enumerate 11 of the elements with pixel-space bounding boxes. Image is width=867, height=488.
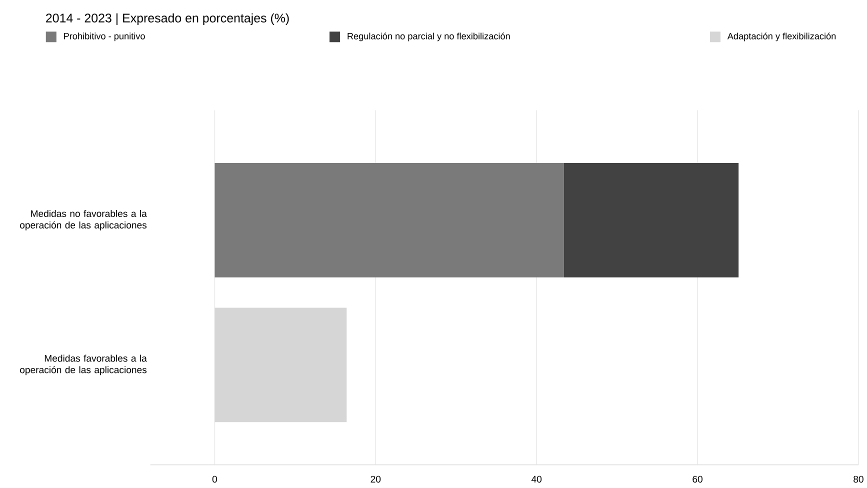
- chart-title: 2014 - 2023 | Expresado en porcentajes (%): [46, 13, 289, 26]
- legend-label: Regulación no parcial y no flexibilización: [348, 32, 510, 42]
- x-tick-label: 20: [370, 476, 381, 483]
- y-tick-label: Medidas no favorables a la operación de las aplicaciones: [20, 210, 147, 231]
- x-tick-label: 80: [854, 476, 864, 483]
- legend-label: Adaptación y flexibilización: [727, 32, 836, 42]
- x-tick-label: 60: [692, 476, 702, 483]
- y-tick-label: Medidas favorables a la operación de las aplicaciones: [20, 354, 147, 376]
- legend-label: Prohibitivo - punitivo: [64, 32, 145, 42]
- x-tick-label: 40: [531, 476, 542, 483]
- x-tick-label: 0: [212, 476, 217, 483]
